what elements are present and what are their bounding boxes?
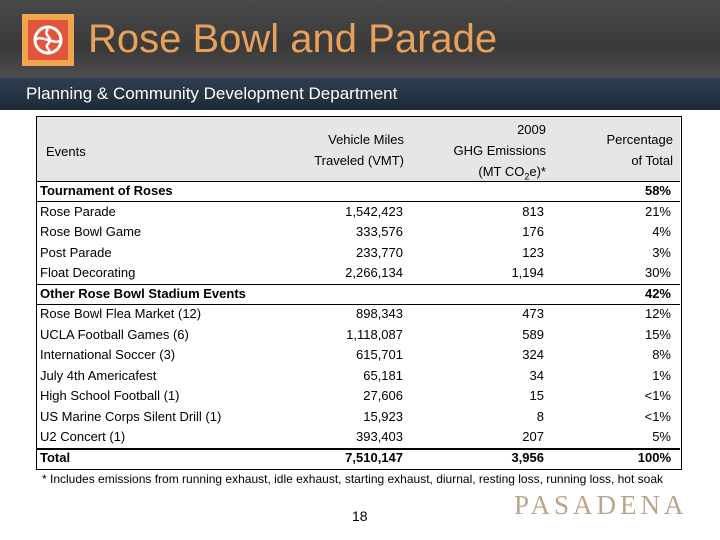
percentage-value: 8% — [652, 347, 671, 362]
percentage-value: 100% — [637, 450, 671, 465]
percentage-value: 15% — [644, 327, 671, 342]
vmt-value: 393,403 — [356, 429, 403, 444]
ghg-value: 3,956 — [511, 450, 544, 465]
row-divider — [37, 201, 680, 202]
vmt-value: 2,266,134 — [345, 265, 403, 280]
table-row: Rose Bowl Flea Market (12) 898,343 473 12% — [37, 304, 680, 324]
ghg-value: 207 — [522, 429, 544, 444]
table-row: UCLA Football Games (6) 1,118,087 589 15% — [37, 325, 680, 345]
ghg-value: 1,194 — [511, 265, 544, 280]
table-row: Post Parade 233,770 123 3% — [37, 243, 680, 263]
percentage-value: 21% — [644, 204, 671, 219]
vmt-value: 898,343 — [356, 306, 403, 321]
ghg-value: 34 — [529, 368, 544, 383]
event-name: Tournament of Roses — [40, 183, 173, 198]
event-name: U2 Concert (1) — [40, 429, 126, 444]
footnote: * Includes emissions from running exhaus… — [42, 472, 663, 486]
event-name: International Soccer (3) — [40, 347, 176, 362]
event-name: July 4th Americafest — [40, 368, 157, 383]
event-name: Total — [40, 450, 71, 465]
department-subtitle: Planning & Community Development Departm… — [26, 84, 398, 103]
row-divider — [37, 304, 680, 305]
percentage-value: 12% — [644, 306, 671, 321]
vmt-value: 1,118,087 — [346, 327, 403, 342]
ghg-value: 176 — [522, 224, 544, 239]
rose-logo-icon — [22, 14, 74, 66]
table-row: Float Decorating 2,266,134 1,194 30% — [37, 263, 680, 283]
table-header-row — [37, 117, 680, 181]
table-row: July 4th Americafest 65,181 34 1% — [37, 366, 680, 386]
column-header-vmt: Vehicle Miles Traveled (VMT) — [314, 132, 404, 168]
ghg-value: 589 — [522, 327, 544, 342]
percentage-value: 5% — [652, 429, 671, 444]
event-name: Rose Bowl Flea Market (12) — [40, 306, 202, 321]
table-row: US Marine Corps Silent Drill (1) 15,923 8 <… — [37, 407, 680, 427]
table-group-row: Other Rose Bowl Stadium Events 42% — [37, 284, 680, 304]
event-name: High School Football (1) — [40, 388, 180, 403]
subtitle-bar — [0, 78, 720, 110]
vmt-value: 1,542,423 — [345, 204, 403, 219]
ghg-value: 8 — [536, 409, 544, 424]
percentage-value: 1% — [652, 368, 671, 383]
percentage-value: 30% — [644, 265, 671, 280]
percentage-value: 42% — [644, 286, 671, 301]
percentage-value: 3% — [652, 245, 671, 260]
ghg-value: 324 — [522, 347, 544, 362]
row-divider — [37, 284, 680, 285]
column-header-events: Events — [46, 144, 86, 159]
table-total-row: Total 7,510,147 3,956 100% — [37, 448, 680, 468]
vmt-value: 7,510,147 — [345, 450, 403, 465]
page-number: 18 — [352, 508, 368, 524]
vmt-value: 333,576 — [356, 224, 403, 239]
percentage-value: 4% — [652, 224, 671, 239]
event-name: Other Rose Bowl Stadium Events — [40, 286, 246, 301]
ghg-value: 123 — [522, 245, 544, 260]
event-name: US Marine Corps Silent Drill (1) — [40, 409, 222, 424]
table-row: U2 Concert (1) 393,403 207 5% — [37, 427, 680, 447]
event-name: Float Decorating — [40, 265, 136, 280]
ghg-value: 15 — [529, 388, 544, 403]
table-group-row: Tournament of Roses 58% — [37, 181, 680, 201]
row-divider — [37, 448, 680, 450]
ghg-value: 473 — [522, 306, 544, 321]
table-row: Rose Parade 1,542,423 813 21% — [37, 202, 680, 222]
vmt-value: 65,181 — [363, 368, 403, 383]
vmt-value: 233,770 — [356, 245, 403, 260]
percentage-value: <1% — [644, 388, 671, 403]
percentage-value: <1% — [644, 409, 671, 424]
vmt-value: 15,923 — [363, 409, 403, 424]
vmt-value: 27,606 — [363, 388, 403, 403]
table-row: International Soccer (3) 615,701 324 8% — [37, 345, 680, 365]
vmt-value: 615,701 — [356, 347, 403, 362]
pasadena-logo: PASADENA — [514, 490, 688, 520]
event-name: UCLA Football Games (6) — [40, 327, 189, 342]
event-name: Rose Parade — [40, 204, 116, 219]
row-divider — [37, 181, 680, 182]
column-header-percentage: Percentage of Total — [606, 132, 674, 168]
table-row: High School Football (1) 27,606 15 <1% — [37, 386, 680, 406]
page-title: Rose Bowl and Parade — [88, 17, 498, 61]
percentage-value: 58% — [644, 183, 671, 198]
event-name: Rose Bowl Game — [40, 224, 142, 239]
title-bar — [0, 0, 720, 78]
ghg-value: 813 — [522, 204, 544, 219]
table-row: Rose Bowl Game 333,576 176 4% — [37, 222, 680, 242]
event-name: Post Parade — [40, 245, 112, 260]
emissions-table — [36, 116, 682, 470]
column-header-ghg: 2009 GHG Emissions (MT CO2e)* — [453, 122, 546, 182]
